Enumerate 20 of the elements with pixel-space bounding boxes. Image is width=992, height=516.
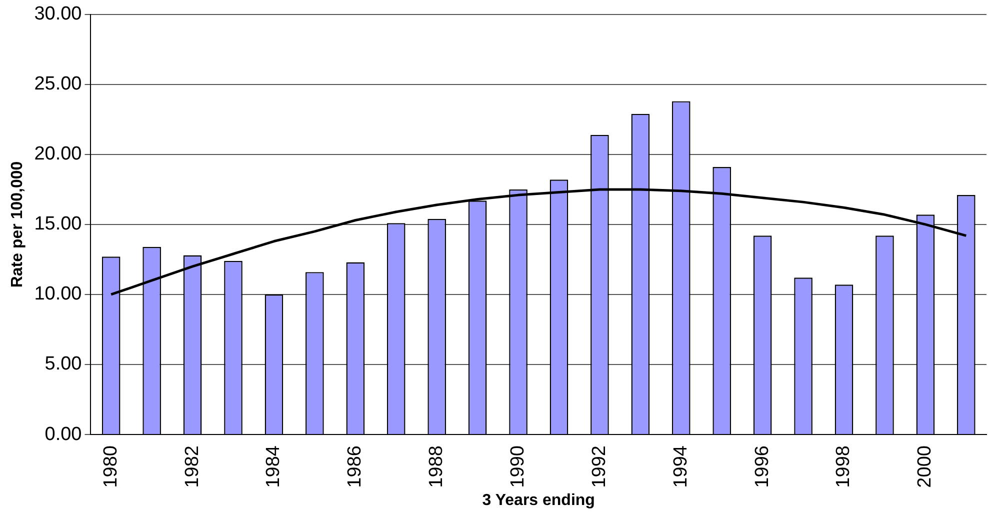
- x-tick-label: 1990: [508, 446, 529, 488]
- x-tick-label: 1992: [588, 446, 610, 488]
- x-tick-label: 1984: [263, 445, 284, 488]
- x-axis-title: 3 Years ending: [482, 492, 595, 509]
- y-axis-title: Rate per 100,000: [9, 161, 26, 288]
- y-tick-label: 0.00: [44, 424, 82, 445]
- x-tick-label: 2000: [914, 446, 936, 488]
- x-tick-label: 1994: [670, 445, 692, 488]
- y-tick-label: 5.00: [44, 354, 82, 375]
- x-tick-label: 1998: [833, 446, 854, 488]
- y-tick-label: 15.00: [34, 214, 82, 235]
- x-tick-label: 1996: [752, 446, 773, 488]
- y-tick-label: 10.00: [34, 284, 82, 305]
- y-tick-label: 20.00: [34, 144, 82, 165]
- x-tick-label: 1986: [344, 446, 366, 488]
- x-tick-label: 1988: [426, 446, 448, 488]
- x-tick-label: 1980: [100, 446, 122, 488]
- y-tick-label: 25.00: [34, 74, 82, 95]
- x-tick-label: 1982: [182, 446, 203, 488]
- y-tick-label: 30.00: [34, 4, 82, 25]
